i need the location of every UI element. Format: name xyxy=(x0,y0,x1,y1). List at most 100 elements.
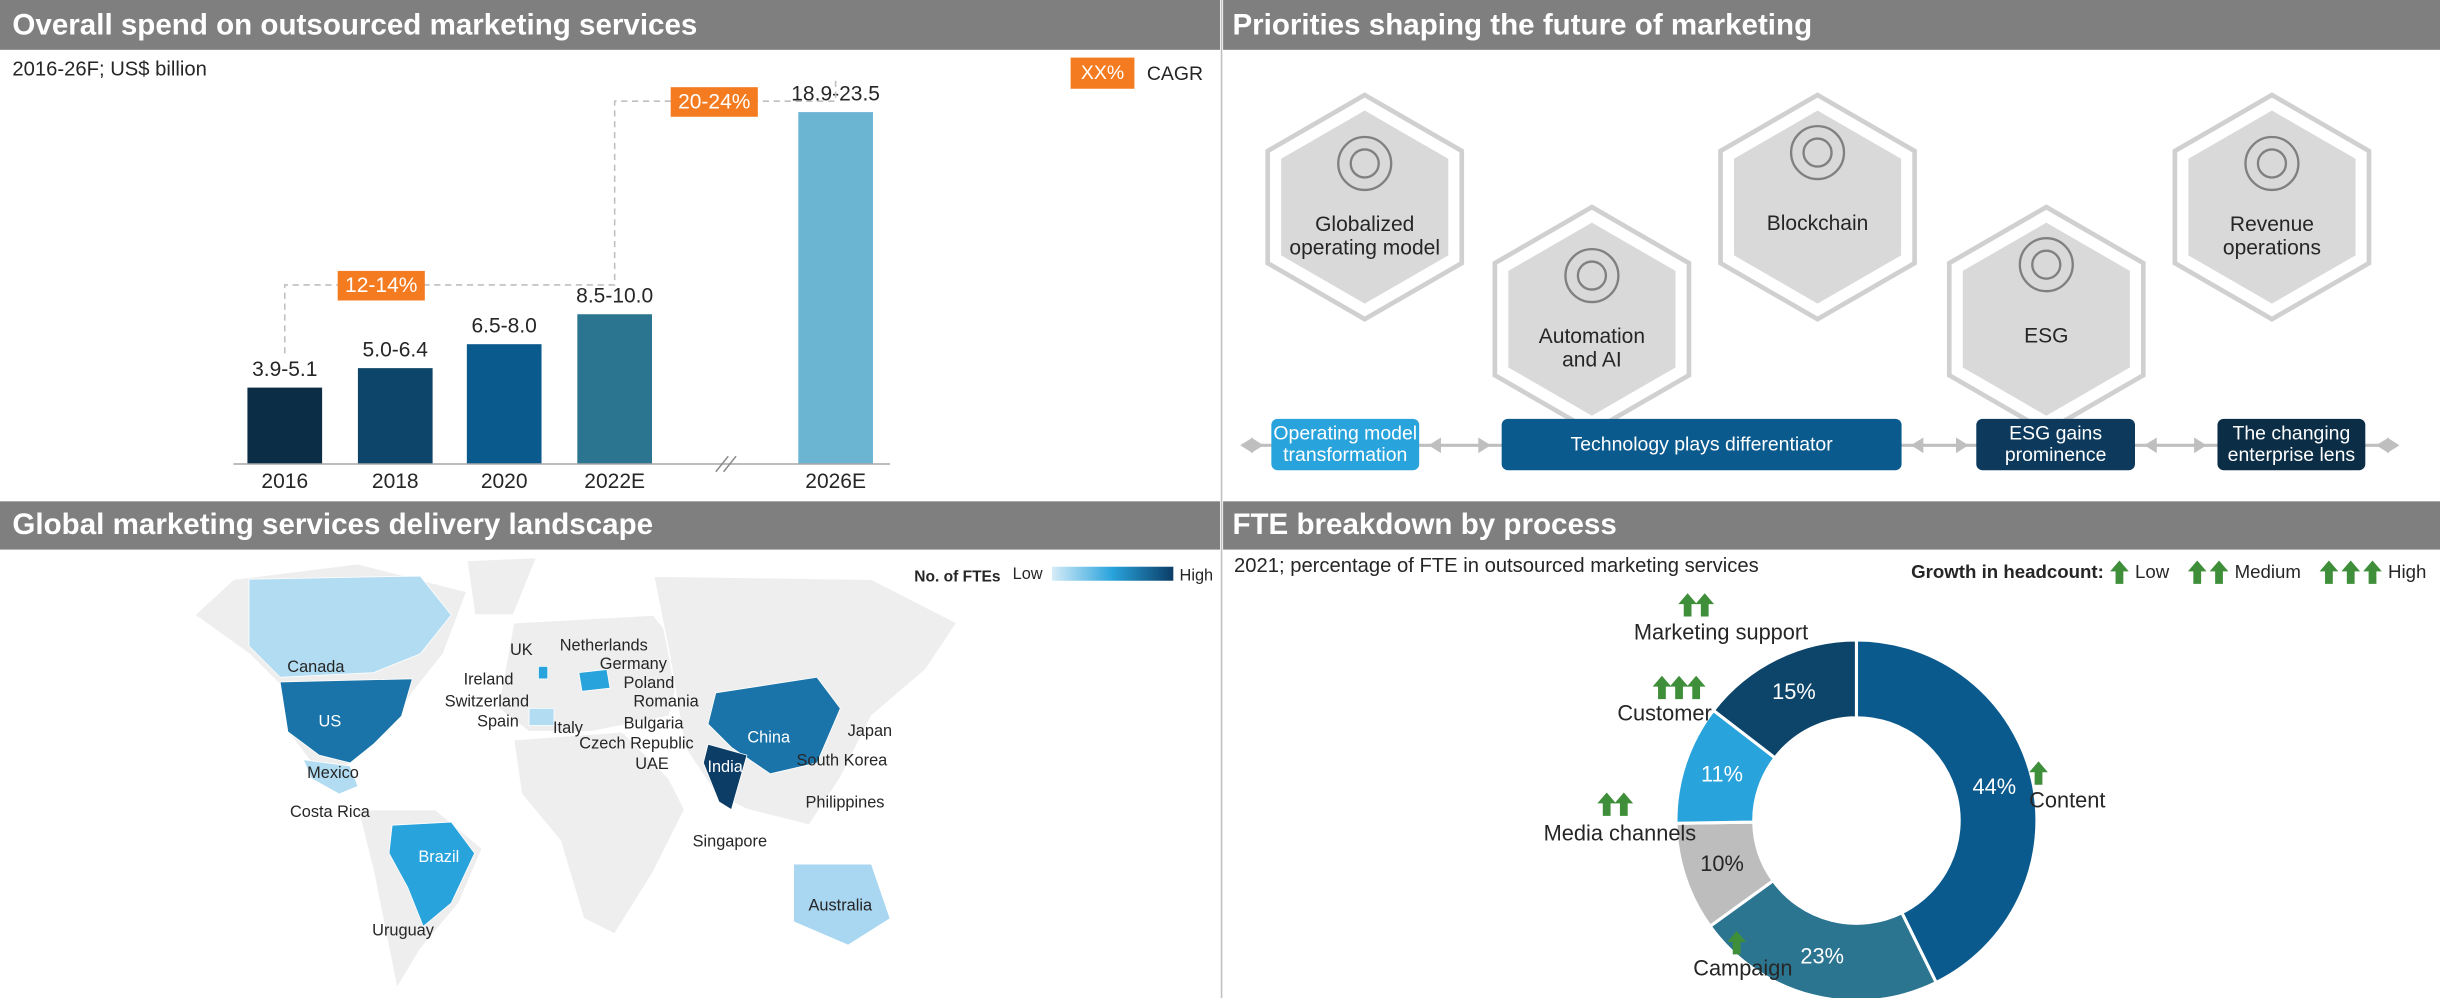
panel-title: FTE breakdown by process xyxy=(1232,508,1616,541)
growth-indicator xyxy=(1727,931,1746,955)
arrowhead xyxy=(1478,437,1491,454)
donut-segment xyxy=(1707,878,1939,998)
country-label: Spain xyxy=(477,713,519,731)
value-label: 6.5-8.0 xyxy=(471,315,536,338)
arrowhead xyxy=(1428,437,1441,454)
node-label-line: operating model xyxy=(1289,236,1440,259)
subtitle: 2016-26F; US$ billion xyxy=(12,58,206,80)
landmass xyxy=(512,730,686,936)
growth-arrow xyxy=(2187,560,2207,584)
hexagon xyxy=(1508,222,1676,416)
theme-pill xyxy=(1976,418,2135,471)
theme-pill xyxy=(2217,418,2366,471)
country xyxy=(702,743,748,811)
value-label: 11% xyxy=(1701,762,1743,787)
theme-label: ESG gains prominence xyxy=(2005,423,2107,467)
x-tick-label: 2022E xyxy=(584,470,645,493)
panel-title: Global marketing services delivery lands… xyxy=(12,508,653,541)
cagr-box xyxy=(337,270,425,301)
map-legend-gradient xyxy=(1051,566,1174,581)
hexagon xyxy=(1281,110,1449,304)
cagr-box xyxy=(670,87,758,117)
country xyxy=(279,678,413,764)
theme-label-line: Technology plays differentiator xyxy=(1571,433,1834,455)
country-label: Brazil xyxy=(418,848,459,866)
hexagon xyxy=(2188,110,2356,304)
growth-legend-arrows xyxy=(2187,560,2229,584)
panel-title: Overall spend on outsourced marketing se… xyxy=(12,8,697,41)
arrowhead xyxy=(1956,437,1969,454)
theme-label-line: enterprise lens xyxy=(2228,444,2356,466)
country-label: Netherlands xyxy=(560,636,648,654)
country-label: US xyxy=(319,713,342,731)
legend-marker: XX% xyxy=(1081,62,1124,84)
theme-pill xyxy=(1501,418,1902,471)
country-label: Japan xyxy=(848,722,892,740)
country xyxy=(248,575,452,678)
growth-legend-title: Growth in headcount: xyxy=(1911,561,2104,582)
country-label: UAE xyxy=(635,755,669,773)
theme-label-line: ESG gains xyxy=(2009,423,2102,445)
growth-arrow xyxy=(2341,560,2361,584)
arrowhead xyxy=(2194,437,2207,454)
growth-legend-arrows xyxy=(2319,560,2382,584)
icon xyxy=(2031,249,2062,280)
bar xyxy=(466,344,542,464)
x-tick-label: 2020 xyxy=(481,470,528,493)
panel-header xyxy=(1223,501,2440,550)
icon xyxy=(1564,247,1620,304)
growth-arrow xyxy=(2209,560,2229,584)
growth-indicator xyxy=(2029,761,2048,785)
country xyxy=(528,708,555,726)
subtitle: 2021; percentage of FTE in outsourced ma… xyxy=(1234,555,1759,577)
icon xyxy=(1576,260,1608,291)
icon xyxy=(1337,135,1393,192)
map-legend-title: No. of FTEs xyxy=(914,569,1001,586)
node-label: Globalized operating model xyxy=(1289,213,1440,259)
donut-segment xyxy=(1854,638,2039,985)
donut-segment xyxy=(1711,638,1859,761)
value-label: 3.9-5.1 xyxy=(252,358,317,381)
panel-header xyxy=(1223,0,2440,50)
bar xyxy=(798,112,873,464)
bar xyxy=(577,314,653,464)
node-label-line: Blockchain xyxy=(1767,212,1869,235)
panel-header xyxy=(0,501,1220,550)
icon xyxy=(2018,237,2074,293)
country-label: UK xyxy=(510,641,533,659)
node-label-line: Revenue xyxy=(2230,213,2314,236)
icon xyxy=(2256,148,2288,179)
country xyxy=(793,863,891,946)
cagr-label: 12-14% xyxy=(345,274,417,297)
country xyxy=(388,821,476,928)
country xyxy=(302,759,359,795)
value-label: 10% xyxy=(1700,851,1744,876)
value-label: 5.0-6.4 xyxy=(363,339,429,362)
country-label: Switzerland xyxy=(445,692,529,710)
x-tick-label: 2016 xyxy=(261,470,308,493)
value-label: 15% xyxy=(1772,679,1816,704)
country xyxy=(707,676,841,775)
country-label: China xyxy=(747,728,791,746)
country-label: India xyxy=(707,758,743,776)
bar xyxy=(247,387,323,464)
icon xyxy=(1802,137,1833,168)
country-label: Germany xyxy=(600,655,668,673)
growth-arrow xyxy=(1652,675,1672,700)
value-label: 8.5-10.0 xyxy=(576,285,653,308)
category-label: Campaign xyxy=(1693,956,1792,981)
legend-label: CAGR xyxy=(1147,63,1203,85)
node-label: Blockchain xyxy=(1767,212,1869,235)
cagr-connector xyxy=(283,279,616,354)
country-label: Philippines xyxy=(805,794,884,812)
growth-arrow xyxy=(1727,931,1746,955)
panel-header xyxy=(0,0,1220,50)
map-legend-high: High xyxy=(1180,566,1214,584)
category-label: Media channels xyxy=(1544,820,1697,845)
bar xyxy=(357,368,433,464)
country-label: Bulgaria xyxy=(624,714,685,732)
country-label: Uruguay xyxy=(372,921,435,939)
theme-label-line: transformation xyxy=(1283,444,1407,466)
theme-label: Operating model transformation xyxy=(1273,423,1417,467)
